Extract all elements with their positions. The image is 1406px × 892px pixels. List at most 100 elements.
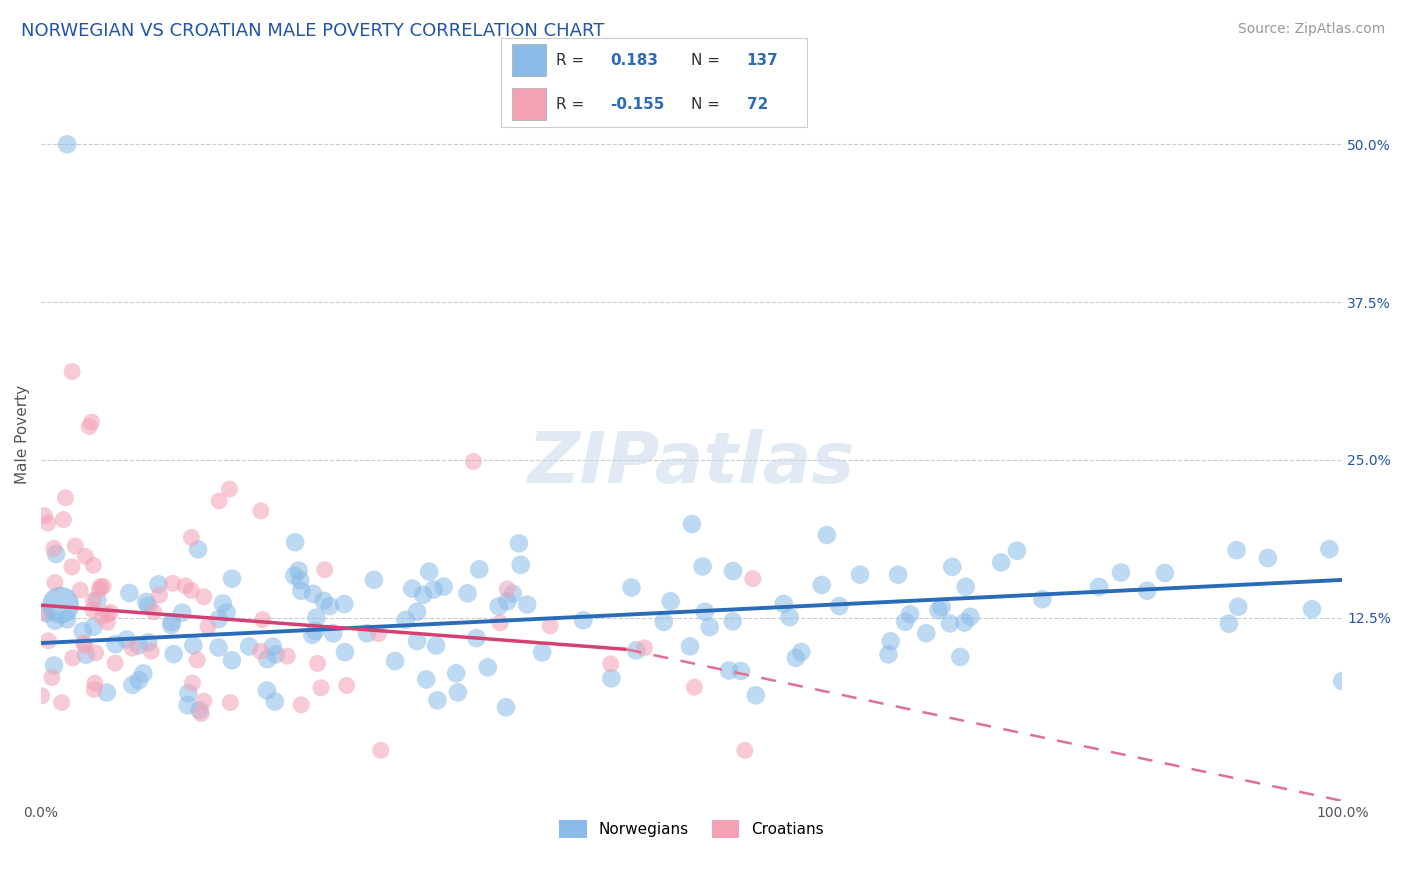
Point bbox=[898, 607, 921, 622]
Point bbox=[45, 547, 67, 561]
Point bbox=[136, 635, 159, 649]
Point bbox=[207, 640, 229, 655]
Point bbox=[624, 643, 647, 657]
Point bbox=[730, 664, 752, 678]
Point bbox=[304, 624, 326, 638]
Point bbox=[1226, 543, 1249, 558]
Point bbox=[465, 631, 488, 645]
Point bbox=[1005, 543, 1028, 558]
Point bbox=[939, 616, 962, 631]
Point bbox=[1257, 551, 1279, 566]
Point bbox=[683, 680, 706, 694]
Point bbox=[34, 508, 56, 523]
Point bbox=[785, 651, 807, 665]
Point bbox=[69, 583, 91, 598]
Point bbox=[468, 562, 491, 576]
Point bbox=[73, 636, 96, 650]
Y-axis label: Male Poverty: Male Poverty bbox=[15, 385, 30, 484]
Point bbox=[721, 564, 744, 578]
Point bbox=[880, 634, 903, 648]
Point bbox=[42, 541, 65, 556]
Point bbox=[82, 593, 104, 607]
Point bbox=[1218, 616, 1240, 631]
Point bbox=[56, 612, 79, 626]
Point bbox=[496, 594, 519, 608]
FancyBboxPatch shape bbox=[501, 37, 807, 128]
Point bbox=[128, 639, 150, 653]
Point bbox=[250, 504, 273, 518]
Point bbox=[779, 610, 801, 624]
Point bbox=[212, 597, 235, 611]
Point bbox=[600, 671, 623, 685]
Point bbox=[406, 634, 429, 648]
Point bbox=[91, 609, 114, 624]
Point bbox=[90, 580, 112, 594]
Point bbox=[959, 609, 981, 624]
Point bbox=[290, 574, 312, 588]
Point bbox=[302, 587, 325, 601]
Point bbox=[187, 542, 209, 557]
Text: Source: ZipAtlas.com: Source: ZipAtlas.com bbox=[1237, 22, 1385, 37]
Point bbox=[218, 482, 240, 496]
Point bbox=[463, 454, 485, 468]
Point bbox=[1109, 566, 1132, 580]
Point bbox=[118, 586, 141, 600]
Point bbox=[356, 626, 378, 640]
Point bbox=[41, 671, 63, 685]
Point bbox=[44, 614, 66, 628]
Point bbox=[190, 706, 212, 721]
Point bbox=[305, 610, 328, 624]
Point bbox=[256, 652, 278, 666]
Point bbox=[73, 639, 96, 653]
Point bbox=[931, 599, 953, 614]
Point bbox=[35, 606, 58, 620]
Point bbox=[121, 678, 143, 692]
Point bbox=[84, 676, 107, 690]
Point bbox=[314, 563, 336, 577]
Point bbox=[815, 528, 838, 542]
Point bbox=[160, 618, 183, 632]
Point bbox=[264, 648, 287, 662]
Point bbox=[1331, 674, 1354, 689]
Point bbox=[599, 657, 621, 671]
Point bbox=[953, 615, 976, 630]
Point bbox=[186, 653, 208, 667]
Point bbox=[37, 516, 59, 530]
Point bbox=[96, 615, 118, 630]
Text: N =: N = bbox=[690, 96, 720, 112]
Point bbox=[148, 577, 170, 591]
Point bbox=[384, 654, 406, 668]
Point bbox=[172, 606, 194, 620]
Point bbox=[538, 619, 561, 633]
Point bbox=[83, 620, 105, 634]
Point bbox=[79, 419, 101, 434]
Point bbox=[877, 648, 900, 662]
Point bbox=[208, 612, 231, 626]
Point bbox=[941, 560, 963, 574]
Point bbox=[91, 579, 114, 593]
Point bbox=[52, 513, 75, 527]
Point bbox=[96, 607, 118, 622]
Point bbox=[790, 645, 813, 659]
Point bbox=[734, 743, 756, 757]
Point bbox=[693, 605, 716, 619]
Point bbox=[49, 598, 72, 612]
Point bbox=[652, 615, 675, 629]
Point bbox=[75, 549, 97, 564]
Point bbox=[62, 651, 84, 665]
Point bbox=[276, 649, 298, 664]
Text: 72: 72 bbox=[747, 96, 768, 112]
Point bbox=[477, 660, 499, 674]
Point bbox=[290, 698, 312, 712]
Point bbox=[180, 531, 202, 545]
Point bbox=[180, 583, 202, 598]
Point bbox=[55, 491, 77, 505]
Point bbox=[741, 572, 763, 586]
Point bbox=[84, 646, 107, 660]
Point bbox=[309, 681, 332, 695]
Point bbox=[283, 568, 305, 582]
Point bbox=[496, 582, 519, 596]
Point bbox=[183, 638, 205, 652]
Point bbox=[1031, 592, 1053, 607]
Point bbox=[176, 698, 198, 713]
